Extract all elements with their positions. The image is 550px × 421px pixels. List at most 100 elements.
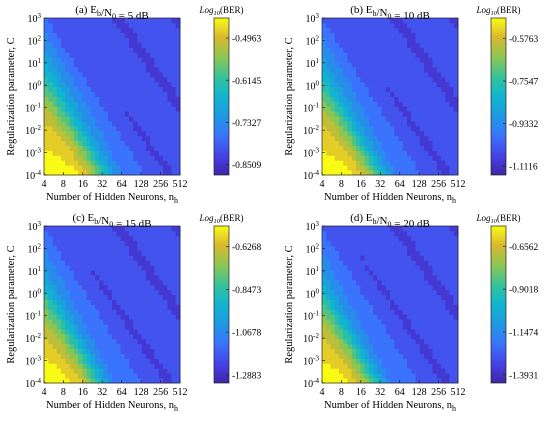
- heatmap-cell: [339, 42, 344, 48]
- heatmap-cell: [441, 145, 446, 151]
- heatmap-cell: [82, 324, 87, 330]
- heatmap-cell: [129, 333, 134, 340]
- heatmap-cell: [432, 299, 438, 305]
- heatmap-cell: [385, 275, 391, 281]
- heatmap-cell: [322, 368, 327, 374]
- heatmap-cell: [449, 135, 455, 142]
- x-tick-label: 16: [356, 179, 366, 190]
- heatmap-cell: [163, 333, 168, 340]
- heatmap-cell: [402, 71, 408, 78]
- heatmap-cell: [103, 304, 109, 310]
- heatmap-cell: [73, 71, 79, 78]
- heatmap-cell: [137, 125, 143, 132]
- heatmap-cell: [453, 165, 459, 171]
- heatmap-cell: [56, 294, 62, 300]
- heatmap-cell: [78, 47, 83, 53]
- heatmap-cell: [445, 245, 450, 251]
- heatmap-cell: [398, 353, 404, 359]
- heatmap-cell: [171, 42, 177, 48]
- heatmap-cell: [334, 71, 340, 78]
- heatmap-cell: [453, 348, 459, 354]
- heatmap-cell: [107, 42, 113, 48]
- heatmap-cell: [428, 289, 433, 296]
- heatmap-cell: [129, 294, 134, 300]
- heatmap-cell: [445, 42, 450, 48]
- heatmap-cell: [326, 319, 331, 325]
- heatmap-cell: [86, 289, 92, 296]
- heatmap-cell: [137, 91, 143, 97]
- heatmap-cell: [364, 47, 370, 53]
- heatmap-cell: [441, 378, 446, 384]
- heatmap-cell: [120, 338, 126, 345]
- heatmap-cell: [381, 18, 387, 24]
- heatmap-cell: [95, 270, 100, 276]
- heatmap-cell: [133, 165, 138, 171]
- heatmap-cell: [351, 130, 357, 137]
- heatmap-cell: [133, 145, 138, 151]
- heatmap-cell: [48, 284, 53, 291]
- heatmap-cell: [167, 333, 172, 340]
- heatmap-cell: [373, 338, 378, 345]
- heatmap-cell: [428, 353, 433, 359]
- heatmap-cell: [69, 67, 75, 73]
- heatmap-cell: [424, 284, 429, 291]
- heatmap-cell: [334, 140, 340, 146]
- heatmap-cell: [95, 42, 100, 48]
- heatmap-cell: [69, 116, 75, 122]
- heatmap-cell: [428, 250, 433, 256]
- heatmap-cell: [432, 329, 438, 335]
- heatmap-cell: [103, 333, 109, 340]
- heatmap-cell: [163, 235, 168, 242]
- heatmap-cell: [407, 160, 412, 166]
- heatmap-cell: [453, 250, 459, 256]
- heatmap-cell: [381, 111, 387, 117]
- heatmap-cell: [343, 368, 348, 374]
- heatmap-cell: [364, 358, 370, 364]
- heatmap-cell: [377, 338, 382, 345]
- heatmap-cell: [334, 343, 340, 350]
- heatmap-cell: [398, 165, 404, 171]
- heatmap-cell: [432, 62, 438, 68]
- heatmap-cell: [377, 319, 382, 325]
- heatmap-cell: [436, 47, 442, 53]
- heatmap-cell: [343, 71, 348, 78]
- heatmap-cell: [343, 81, 348, 88]
- heatmap-cell: [377, 145, 382, 151]
- heatmap-cell: [82, 130, 87, 137]
- heatmap-cell: [394, 76, 399, 83]
- heatmap-cell: [339, 155, 344, 161]
- heatmap-cell: [133, 27, 138, 34]
- heatmap-cell: [61, 245, 66, 251]
- heatmap-cell: [334, 170, 340, 176]
- heatmap-cell: [394, 343, 399, 350]
- heatmap-cell: [424, 155, 429, 161]
- heatmap-cell: [52, 155, 58, 161]
- heatmap-cell: [150, 260, 155, 266]
- heatmap-cell: [373, 255, 378, 261]
- heatmap-cell: [330, 373, 336, 379]
- heatmap-cell: [326, 101, 331, 107]
- heatmap-cell: [78, 226, 83, 232]
- heatmap-cell: [86, 101, 92, 107]
- heatmap-cell: [133, 67, 138, 73]
- heatmap-cell: [82, 76, 87, 83]
- heatmap-cell: [441, 96, 446, 102]
- heatmap-cell: [95, 319, 100, 325]
- heatmap-cell: [82, 329, 87, 335]
- heatmap-cell: [48, 348, 53, 354]
- heatmap-cell: [373, 265, 378, 271]
- heatmap-cell: [137, 240, 143, 247]
- heatmap-cell: [364, 324, 370, 330]
- heatmap-cell: [411, 96, 416, 102]
- heatmap-cell: [415, 67, 421, 73]
- heatmap-cell: [52, 135, 58, 142]
- heatmap-cell: [360, 111, 365, 117]
- heatmap-cell: [356, 260, 361, 266]
- heatmap-cell: [120, 86, 126, 92]
- heatmap-cell: [82, 235, 87, 242]
- heatmap-cell: [343, 333, 348, 340]
- heatmap-cell: [78, 145, 83, 151]
- heatmap-cell: [381, 150, 387, 156]
- heatmap-cell: [356, 160, 361, 166]
- heatmap-cell: [175, 116, 181, 122]
